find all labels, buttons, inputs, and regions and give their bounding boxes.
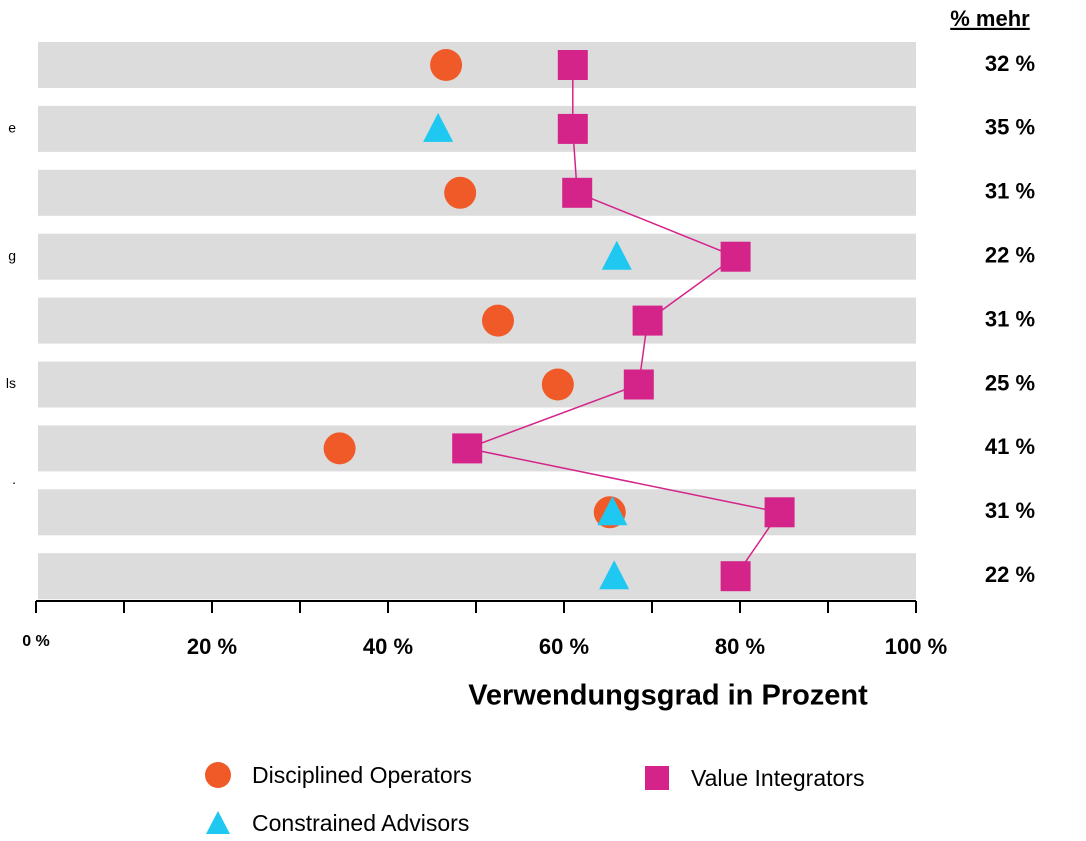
square-marker: [557, 113, 588, 144]
square-marker: [452, 433, 483, 464]
right-label: 22 %: [985, 562, 1035, 587]
row-band: [38, 42, 916, 88]
row-band: [38, 361, 916, 408]
row-band: [38, 233, 916, 280]
square-marker: [720, 561, 751, 592]
category-label: e: [8, 120, 16, 136]
right-header: % mehr: [950, 6, 1030, 31]
row-band: [38, 297, 916, 344]
x-tick-label: 60 %: [539, 634, 589, 659]
dot: [444, 176, 477, 209]
right-label: 22 %: [985, 243, 1035, 268]
square-marker: [562, 177, 593, 208]
right-label: 31 %: [985, 179, 1035, 204]
row-band: [38, 105, 916, 152]
right-label: 32 %: [985, 51, 1035, 76]
x-tick-label: 80 %: [715, 634, 765, 659]
category-label: ls: [6, 375, 16, 391]
dot: [323, 432, 356, 465]
square-marker: [720, 241, 751, 272]
legend-swatch: [205, 762, 231, 788]
triangle-marker: [599, 560, 630, 590]
x-axis-title: Verwendungsgrad in Prozent: [468, 680, 868, 712]
right-label: 31 %: [985, 306, 1035, 331]
row-band: [38, 553, 916, 600]
square-marker: [557, 50, 588, 80]
right-label: 31 %: [985, 498, 1035, 523]
right-label: 35 %: [985, 115, 1035, 140]
x-tick-label: 20 %: [187, 634, 237, 659]
dot: [482, 304, 514, 337]
triangle-marker: [601, 240, 632, 270]
legend-label: Value Integrators: [691, 765, 864, 791]
right-label: 25 %: [985, 370, 1035, 395]
legend-swatch: [206, 811, 230, 834]
x-tick-label: 100 %: [885, 634, 947, 659]
legend-label: Disciplined Operators: [252, 762, 472, 788]
category-label: g: [8, 247, 16, 263]
square-marker: [623, 369, 654, 400]
square-marker: [632, 305, 663, 336]
triangle-marker: [423, 112, 454, 142]
square-marker: [764, 497, 795, 528]
dot: [541, 368, 574, 401]
legend-label: Constrained Advisors: [252, 810, 469, 836]
right-label: 41 %: [985, 434, 1035, 459]
category-label: .: [12, 471, 16, 487]
dot: [430, 49, 463, 81]
row-band: [38, 169, 916, 216]
x-tick-label: 0 %: [22, 633, 50, 650]
legend-swatch: [645, 766, 669, 790]
x-tick-label: 40 %: [363, 634, 413, 659]
triangle-marker: [597, 496, 628, 526]
